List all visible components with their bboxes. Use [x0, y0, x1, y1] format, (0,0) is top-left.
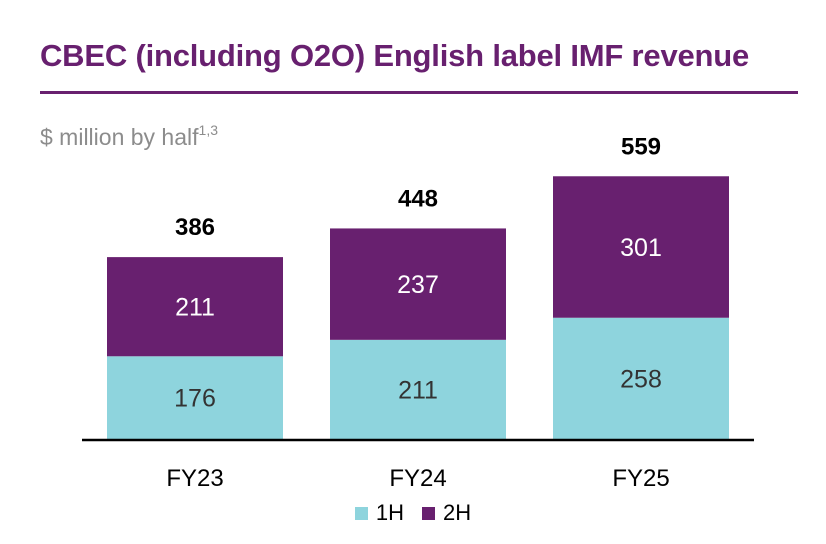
total-label-fy23: 386	[175, 214, 215, 241]
bar-2h-fy24	[330, 228, 506, 340]
data-label-1h-fy25: 258	[620, 365, 662, 393]
title-rule	[40, 91, 798, 94]
legend-swatch-2h	[422, 506, 435, 520]
bar-2h-fy25	[553, 176, 729, 318]
bar-1h-fy23	[107, 356, 283, 439]
category-label-fy24: FY24	[389, 465, 446, 492]
legend-label-1h: 1H	[375, 500, 404, 525]
bar-1h-fy24	[330, 339, 506, 439]
data-label-2h-fy25: 301	[620, 234, 662, 262]
data-label-1h-fy23: 176	[174, 385, 216, 413]
category-label-fy25: FY25	[612, 465, 669, 492]
legend-swatch-1h	[354, 506, 368, 520]
category-label-fy23: FY23	[166, 465, 223, 492]
subtitle-text: $ million by half	[40, 124, 199, 150]
data-label-2h-fy24: 237	[397, 271, 439, 299]
legend-label-2h: 2H	[443, 500, 472, 525]
data-label-2h-fy23: 211	[175, 294, 215, 322]
legend-item-2h: 2H	[422, 500, 471, 526]
data-label-1h-fy24: 211	[398, 376, 438, 404]
chart-subtitle: $ million by half1,3	[40, 122, 218, 151]
subtitle-footnote: 1,3	[198, 122, 218, 138]
bar-2h-fy23	[107, 257, 283, 357]
bar-1h-fy25	[553, 317, 729, 439]
chart-title: CBEC (including O2O) English label IMF r…	[40, 38, 750, 73]
legend-item-1h: 1H	[354, 500, 404, 526]
legend: 1H 2H	[0, 500, 826, 526]
total-label-fy24: 448	[398, 185, 438, 212]
total-label-fy25: 559	[621, 133, 661, 160]
